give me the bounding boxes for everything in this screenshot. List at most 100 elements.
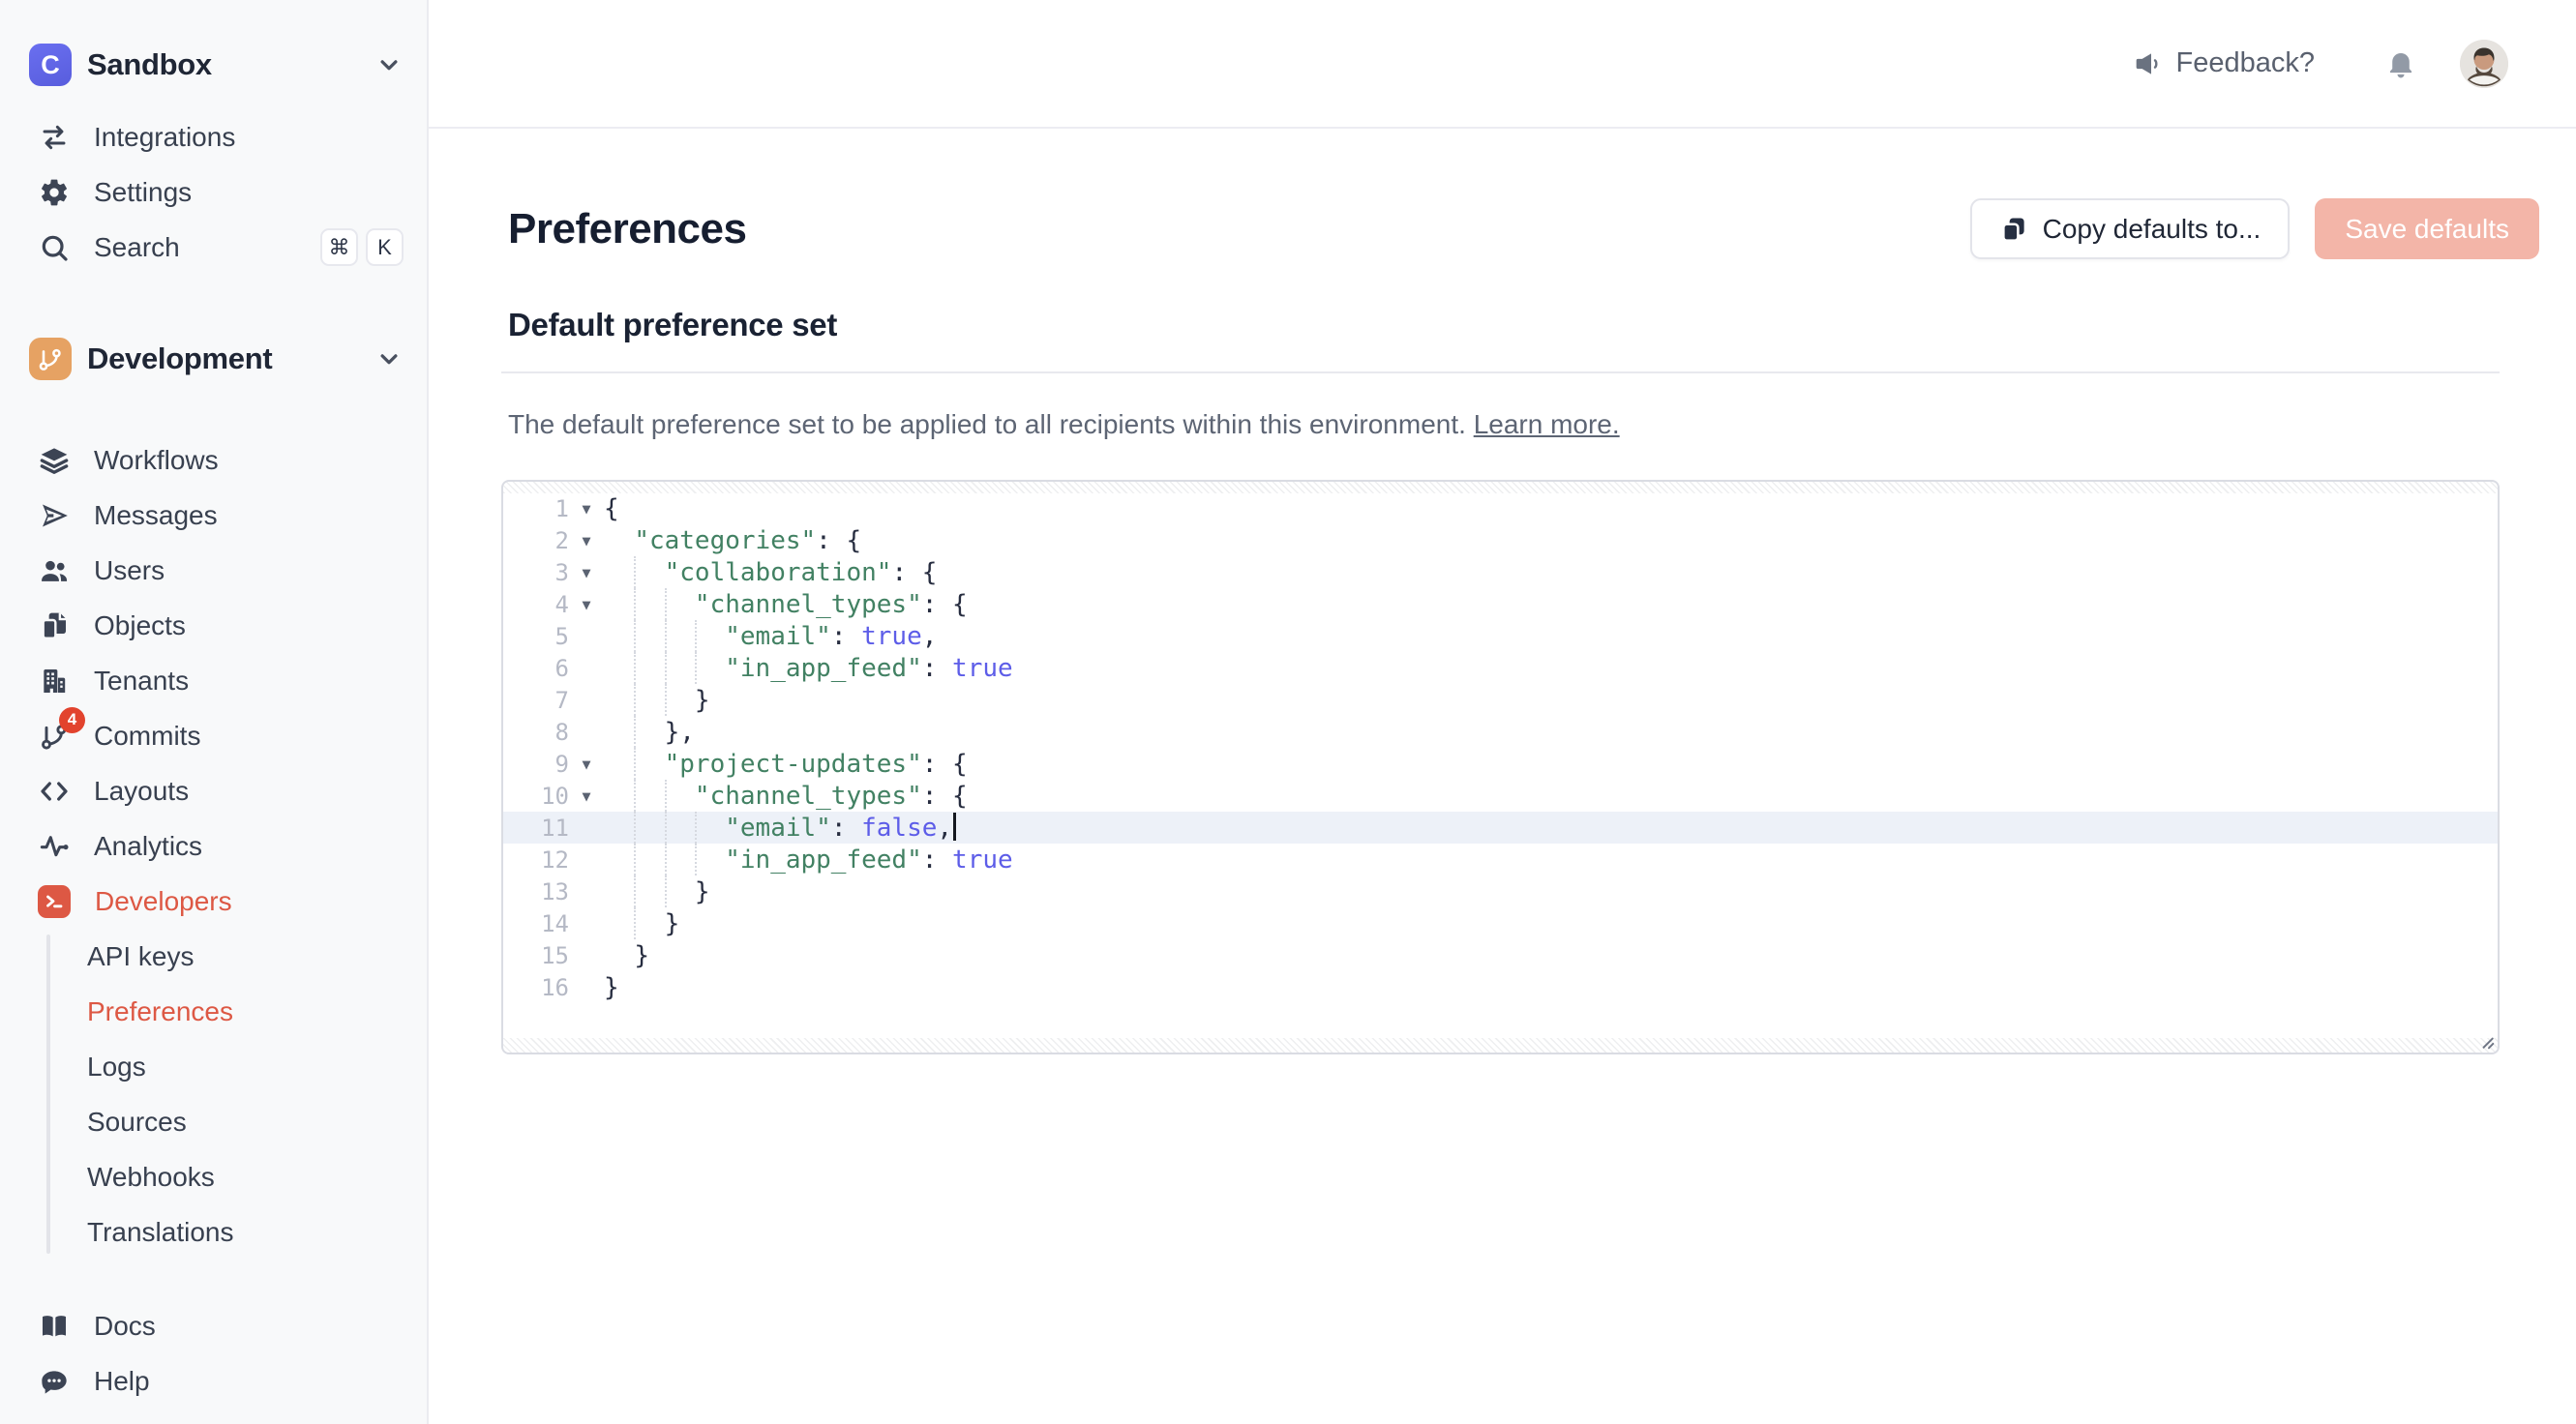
sidebar-item-search[interactable]: Search ⌘ K [0,220,427,275]
code-line[interactable]: 5 "email": true, [503,620,2498,652]
sidebar-item-tenants[interactable]: Tenants [0,653,427,708]
code-text: "in_app_feed": true [604,844,2498,875]
sidebar-subitem-preferences[interactable]: Preferences [87,995,233,1026]
sidebar-item-label: Tenants [94,665,190,696]
fold-toggle-icon[interactable]: ▼ [582,499,591,518]
developers-icon-box [38,884,71,918]
page-title: Preferences [508,204,747,252]
code-line[interactable]: 7 } [503,684,2498,716]
shortcut-key: ⌘ [320,228,358,266]
resize-grip-icon [2471,1025,2496,1051]
code-line[interactable]: 12 "in_app_feed": true [503,844,2498,875]
user-avatar[interactable] [2460,39,2508,88]
indent-guide [664,875,667,907]
settings-icon [39,177,70,208]
bell-icon [2384,47,2417,80]
indent-guide [634,652,637,684]
code-line[interactable]: 2 ▼ "categories": { [503,524,2498,556]
sidebar-item-label: Developers [95,885,232,916]
code-text: "email": false, [604,812,2498,844]
code-line[interactable]: 13 } [503,875,2498,907]
workspace-switcher[interactable]: C Sandbox [29,32,404,98]
environment-switcher[interactable]: Development [29,326,404,392]
copy-defaults-button[interactable]: Copy defaults to... [1969,198,2291,259]
feedback-button[interactable]: Feedback? [2132,47,2315,79]
code-line[interactable]: 15 } [503,939,2498,971]
sidebar-subitem-translations[interactable]: Translations [87,1216,234,1247]
fold-toggle-icon[interactable]: ▼ [582,786,591,805]
description-text: The default preference set to be applied… [508,409,1474,439]
sidebar-item-commits[interactable]: 4 Commits [0,706,427,763]
sidebar-item-users[interactable]: Users [0,543,427,598]
code-line[interactable]: 1 ▼ { [503,492,2498,524]
sidebar-item-developers[interactable]: Developers [0,874,427,929]
docs-icon [39,1311,70,1342]
line-number: 1 [554,494,569,522]
code-text: "in_app_feed": true [604,652,2498,684]
indent-guide [664,652,667,684]
code-line[interactable]: 3 ▼ "collaboration": { [503,556,2498,588]
sidebar-item-workflows[interactable]: Workflows [0,432,427,488]
sidebar-item-messages[interactable]: Messages [0,488,427,543]
sidebar-item-integrations[interactable]: Integrations [0,109,427,164]
git-branch-icon [37,345,64,372]
save-defaults-button[interactable]: Save defaults [2315,198,2539,259]
line-number: 13 [541,877,569,905]
help-icon [39,1366,70,1397]
indent-guide [694,844,697,875]
code-line[interactable]: 4 ▼ "channel_types": { [503,588,2498,620]
tenants-icon [39,666,70,697]
fold-toggle-icon[interactable]: ▼ [582,755,591,773]
line-number: 10 [541,782,569,810]
json-editor[interactable]: 1 ▼ {2 ▼ "categories": {3 ▼ "collaboration":… [501,480,2500,1054]
editor-scroll-track [503,1038,2498,1053]
code-text: "email": true, [604,620,2498,652]
code-text: } [604,875,2498,907]
copy-defaults-label: Copy defaults to... [2042,213,2261,244]
fold-toggle-icon[interactable]: ▼ [582,563,591,581]
code-line[interactable]: 9 ▼ "project-updates": { [503,748,2498,780]
code-text: } [634,940,649,970]
line-number: 4 [554,590,569,618]
page-content: Preferences Copy defaults to... Save def… [429,129,2576,1054]
code-line[interactable]: 14 } [503,907,2498,939]
fold-toggle-icon[interactable]: ▼ [582,595,591,613]
code-text: "project-updates": { [604,748,2498,780]
sidebar-item-label: Workflows [94,444,219,475]
sidebar-subitem-sources[interactable]: Sources [87,1106,187,1137]
messages-icon [39,500,70,531]
sidebar-subitem-webhooks[interactable]: Webhooks [87,1161,215,1192]
environment-icon [29,338,72,380]
sidebar-item-help[interactable]: Help [0,1353,427,1409]
code-line[interactable]: 8 }, [503,716,2498,748]
indent-guide [664,620,667,652]
workspace-logo: C [29,44,72,86]
sidebar-item-docs[interactable]: Docs [0,1298,427,1353]
fold-toggle-icon[interactable]: ▼ [582,531,591,549]
sidebar-item-objects[interactable]: Objects [0,598,427,653]
sidebar-item-label: Search [94,231,180,262]
code-line[interactable]: 6 "in_app_feed": true [503,652,2498,684]
shortcut-key: K [366,228,404,266]
sidebar-spacer [0,1260,427,1298]
chevron-down-icon [374,344,404,373]
sidebar-item-settings[interactable]: Settings [0,164,427,220]
sidebar-item-layouts[interactable]: Layouts [0,763,427,818]
code-line[interactable]: 10 ▼ "channel_types": { [503,780,2498,812]
code-line[interactable]: 16} [503,971,2498,1003]
indent-guide [694,812,697,844]
code-text: { [604,493,619,523]
sidebar-subitem-api-keys[interactable]: API keys [87,940,195,971]
code-text: "channel_types": { [604,780,2498,812]
objects-icon [39,610,70,641]
indent-guide [664,812,667,844]
resize-handle[interactable] [2471,1025,2496,1051]
sidebar-item-label: Commits [94,720,201,751]
sidebar-item-analytics[interactable]: Analytics [0,818,427,874]
code-line[interactable]: 11 "email": false, [503,812,2498,844]
learn-more-link[interactable]: Learn more. [1473,409,1620,439]
sidebar-subitem-logs[interactable]: Logs [87,1051,146,1082]
terminal-icon [43,890,66,913]
chevron-down-icon [374,50,404,79]
notifications-button[interactable] [2384,47,2417,80]
